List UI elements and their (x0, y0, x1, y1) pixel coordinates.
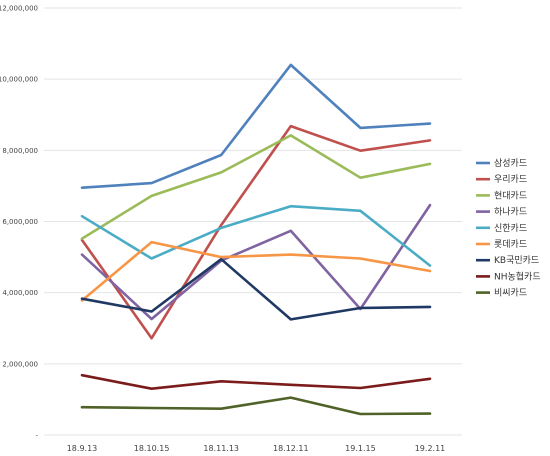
legend-label: 하나카드 (494, 207, 527, 218)
x-axis: 18.9.13 18.10.15 18.11.13 18.12.11 19.1.15 19… (67, 444, 446, 453)
series-line (80, 63, 432, 189)
y-tick-label: 4,000,000 (2, 289, 38, 297)
y-tick-label: 12,000,000 (0, 5, 38, 13)
legend-label: KB국민카드 (494, 255, 539, 266)
y-tick-label: 10,000,000 (0, 76, 38, 84)
y-tick-label: 2,000,000 (2, 360, 38, 368)
legend-label: 신한카드 (494, 223, 527, 234)
legend-label: NH농협카드 (494, 270, 541, 282)
series-line (80, 134, 432, 240)
y-tick-label: 6,000,000 (2, 218, 38, 226)
legend-label: 롯데카드 (494, 239, 527, 250)
x-tick-label: 18.11.13 (203, 444, 239, 453)
y-tick-label: - (35, 432, 38, 440)
x-tick-label: 19.2.11 (415, 444, 446, 453)
series-line (80, 124, 432, 340)
y-axis: - 2,000,000 4,000,000 6,000,000 8,000,000 10,… (0, 5, 38, 440)
legend-label: 우리카드 (494, 174, 527, 185)
legend-label: 삼성카드 (494, 158, 527, 169)
x-tick-label: 18.12.11 (273, 444, 309, 453)
series-line (80, 240, 432, 302)
legend-label: 현대카드 (494, 190, 527, 201)
series-line (80, 396, 432, 416)
x-tick-label: 18.10.15 (134, 444, 170, 453)
gridlines (44, 7, 462, 436)
legend-label: 비씨카드 (494, 288, 527, 299)
series-line (80, 257, 432, 321)
series-line (80, 373, 432, 391)
x-tick-label: 18.9.13 (67, 444, 98, 453)
y-tick-label: 8,000,000 (2, 147, 38, 155)
series-lines (80, 63, 432, 416)
x-tick-label: 19.1.15 (345, 444, 376, 453)
